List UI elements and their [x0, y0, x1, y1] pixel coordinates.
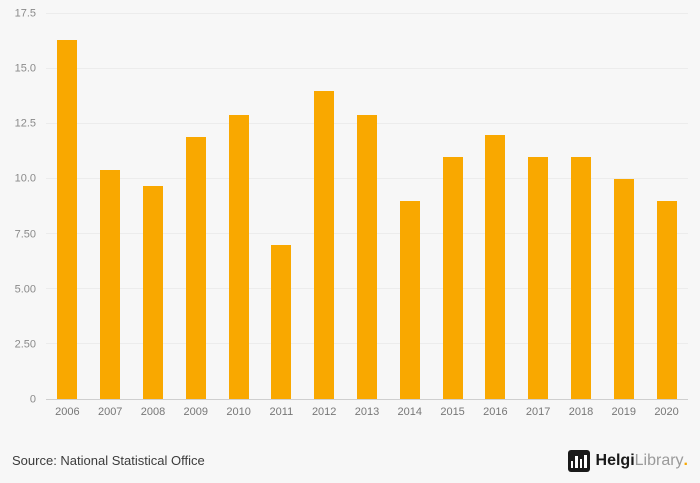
bar-2007 [100, 170, 121, 399]
bar-column-2014 [388, 14, 431, 399]
bar-column-2018 [560, 14, 603, 399]
y-tick-label: 5.00 [14, 283, 36, 296]
x-tick-label-2008: 2008 [140, 406, 166, 418]
bar-column-2010 [217, 14, 260, 399]
bar-column-2019 [602, 14, 645, 399]
x-tick-label-2013: 2013 [354, 406, 380, 418]
bar-2012 [314, 91, 335, 399]
bar-2020 [656, 201, 677, 399]
bar-column-2015 [431, 14, 474, 399]
bar-column-2013 [346, 14, 389, 399]
y-tick-label: 0 [29, 393, 36, 406]
x-tick-label-2017: 2017 [525, 406, 551, 418]
bar-2008 [142, 185, 163, 399]
bar-column-2012 [303, 14, 346, 399]
bar-2018 [570, 157, 591, 399]
y-tick-label: 15.0 [14, 62, 36, 75]
gridline [46, 13, 688, 14]
x-tick-label-2019: 2019 [611, 406, 636, 418]
x-axis: 2006 2007 2008 2009 2010 2011 2012 2013 2014 2015… [46, 404, 688, 420]
y-tick-label: 17.5 [14, 7, 36, 20]
x-tick-label-2007: 2007 [97, 406, 123, 418]
bar-2017 [528, 157, 549, 399]
bar-column-2007 [89, 14, 132, 399]
x-tick-label-2020: 2020 [654, 406, 679, 418]
bar-column-2017 [517, 14, 560, 399]
y-tick-label: 12.5 [14, 117, 36, 130]
helgi-logo-icon [567, 450, 590, 472]
footer: Source: National Statistical Office Helg… [0, 437, 700, 483]
x-tick-label-2014: 2014 [397, 406, 423, 418]
x-tick-label-2015: 2015 [440, 406, 465, 418]
bar-column-2009 [174, 14, 217, 399]
logo-dot: . [683, 452, 688, 469]
helgi-library-logo[interactable]: HelgiLibrary. [567, 450, 688, 472]
y-tick-label: 10.0 [14, 172, 36, 185]
x-tick-label-2012: 2012 [311, 406, 337, 418]
x-tick-label-2006: 2006 [55, 406, 80, 418]
x-tick-label-2011: 2011 [269, 406, 294, 418]
bar-2006 [57, 40, 78, 399]
plot-area [46, 13, 688, 400]
bar-column-2008 [132, 14, 175, 399]
bar-column-2006 [46, 14, 89, 399]
x-tick-label-2018: 2018 [568, 406, 594, 418]
x-tick-label-2009: 2009 [183, 406, 209, 418]
bar-column-2011 [260, 14, 303, 399]
y-axis: 0 2.50 5.00 7.50 10.0 12.5 15.0 17.5 [0, 8, 40, 405]
bar-series [46, 14, 688, 399]
source-text: Source: National Statistical Office [12, 453, 205, 468]
logo-text-helgi: Helgi [595, 452, 635, 469]
bar-2013 [356, 115, 377, 399]
bar-column-2016 [474, 14, 517, 399]
bar-2010 [228, 115, 249, 399]
logo-text: HelgiLibrary. [596, 453, 688, 469]
x-tick-label-2016: 2016 [483, 406, 508, 418]
bar-2014 [399, 201, 420, 399]
bar-2009 [185, 137, 206, 399]
bar-2015 [442, 157, 463, 399]
gridline [46, 68, 688, 69]
x-tick-label-2010: 2010 [226, 406, 251, 418]
y-tick-label: 7.50 [14, 228, 36, 241]
logo-text-library: Library [634, 452, 684, 469]
y-tick-label: 2.50 [14, 338, 36, 351]
bar-2019 [613, 179, 634, 399]
bar-2016 [485, 135, 506, 399]
bar-2011 [271, 245, 292, 399]
bar-column-2020 [645, 14, 688, 399]
